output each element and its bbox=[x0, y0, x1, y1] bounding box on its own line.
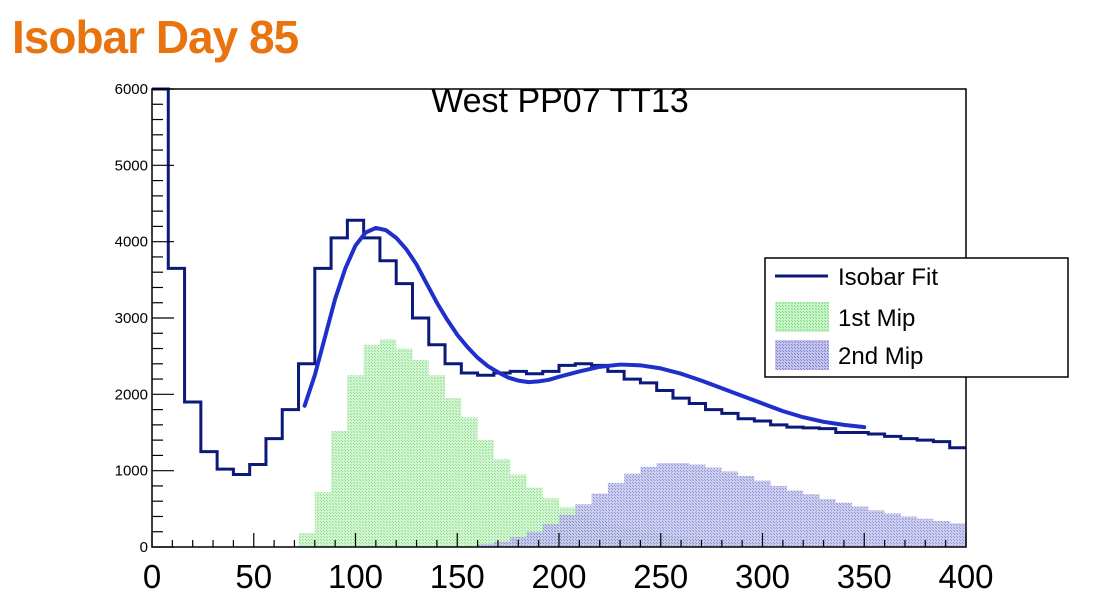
y-tick-label: 4000 bbox=[115, 234, 148, 251]
x-tick-label: 200 bbox=[531, 558, 586, 595]
mip1-bar bbox=[363, 344, 380, 547]
mip1-bar bbox=[298, 533, 315, 547]
data-histogram-step bbox=[152, 87, 966, 476]
mip2-bar bbox=[493, 541, 511, 547]
mip1-bar bbox=[445, 398, 462, 547]
mip2-bar bbox=[477, 543, 494, 547]
mip2-bar bbox=[754, 480, 771, 547]
y-tick-label: 0 bbox=[140, 539, 148, 556]
mip2-bar bbox=[542, 524, 559, 547]
legend-label-mip1: 1st Mip bbox=[838, 305, 915, 332]
fit-curve bbox=[302, 225, 867, 430]
x-tick-label: 100 bbox=[328, 558, 383, 595]
mip2-bar bbox=[640, 466, 657, 547]
mip2-bar bbox=[607, 482, 625, 547]
legend-swatch-mip2 bbox=[775, 340, 829, 370]
chart-title: West PP07 TT13 bbox=[431, 82, 689, 120]
x-tick-label: 350 bbox=[837, 558, 892, 595]
mip2-bar bbox=[575, 504, 592, 547]
mip2-bar bbox=[689, 464, 706, 547]
legend-swatch-mip1 bbox=[775, 302, 829, 332]
legend-label-mip2: 2nd Mip bbox=[838, 343, 923, 370]
mip1-bar bbox=[347, 375, 364, 547]
mip1-bar bbox=[477, 440, 494, 547]
mip2-bar bbox=[819, 498, 836, 547]
y-tick-label: 6000 bbox=[115, 81, 148, 98]
mip2-bar bbox=[803, 494, 820, 547]
mip2-bar bbox=[868, 510, 885, 547]
legend-label-fit: Isobar Fit bbox=[838, 264, 938, 291]
y-tick-label: 5000 bbox=[115, 157, 148, 174]
mip2-bar bbox=[591, 493, 608, 547]
mip1-bar bbox=[314, 492, 332, 547]
mip2-bar bbox=[884, 513, 901, 547]
slide-title: Isobar Day 85 bbox=[12, 11, 299, 63]
x-tick-label: 50 bbox=[235, 558, 272, 595]
y-tick-label: 3000 bbox=[115, 310, 148, 327]
mip2-bar bbox=[559, 514, 576, 547]
x-tick-label: 0 bbox=[143, 558, 161, 595]
mip1-bar bbox=[396, 348, 413, 547]
mip2-bar bbox=[786, 490, 804, 547]
mip2-bar bbox=[852, 506, 869, 547]
mip2-bar bbox=[933, 521, 950, 547]
mip1-bar bbox=[412, 359, 429, 547]
mip2-bar bbox=[770, 485, 787, 547]
mip2-bar bbox=[949, 523, 966, 547]
mip2-bar bbox=[900, 516, 918, 547]
mip1-bar bbox=[379, 339, 397, 547]
y-tick-label: 2000 bbox=[115, 386, 148, 403]
mip2-bar bbox=[624, 473, 641, 547]
mip2-bar bbox=[721, 471, 739, 547]
mip1-bar bbox=[461, 417, 478, 547]
x-tick-label: 150 bbox=[430, 558, 485, 595]
mip2-bar bbox=[705, 467, 722, 547]
mip1-bar bbox=[510, 474, 527, 547]
legend: Isobar Fit 1st Mip 2nd Mip bbox=[764, 257, 1069, 378]
mip2-bar bbox=[835, 502, 853, 547]
mip2-bar bbox=[656, 463, 673, 547]
mip1-bar bbox=[428, 375, 446, 547]
x-tick-label: 300 bbox=[735, 558, 790, 595]
x-tick-label: 400 bbox=[938, 558, 993, 595]
mip2-bar bbox=[738, 476, 755, 547]
mip2-bar bbox=[672, 463, 690, 547]
mip2-bar bbox=[917, 518, 934, 547]
y-tick-label: 1000 bbox=[115, 463, 148, 480]
x-tick-label: 250 bbox=[633, 558, 688, 595]
mip1-bar bbox=[493, 459, 511, 547]
mip2-bar bbox=[526, 531, 543, 547]
mip1-bar bbox=[331, 430, 348, 547]
